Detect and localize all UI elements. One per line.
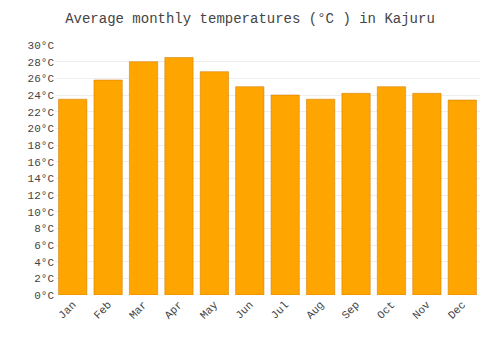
svg-text:22°C: 22°C (28, 107, 55, 119)
svg-text:Apr: Apr (162, 299, 184, 321)
svg-text:6°C: 6°C (34, 240, 54, 252)
svg-text:Jun: Jun (233, 299, 255, 321)
svg-text:28°C: 28°C (28, 57, 55, 69)
svg-text:24°C: 24°C (28, 90, 55, 102)
svg-text:Oct: Oct (375, 299, 397, 321)
svg-text:10°C: 10°C (28, 207, 55, 219)
svg-text:Average monthly temperatures (: Average monthly temperatures (°C ) in Ka… (65, 11, 435, 27)
svg-text:Sep: Sep (340, 299, 362, 321)
svg-text:16°C: 16°C (28, 157, 55, 169)
svg-text:May: May (198, 299, 221, 322)
svg-text:Jul: Jul (269, 299, 291, 321)
svg-text:18°C: 18°C (28, 140, 55, 152)
svg-text:Dec: Dec (446, 299, 468, 321)
svg-text:Feb: Feb (92, 299, 114, 321)
svg-text:12°C: 12°C (28, 190, 55, 202)
svg-text:Aug: Aug (304, 299, 326, 321)
svg-text:14°C: 14°C (28, 173, 55, 185)
svg-text:Mar: Mar (127, 299, 149, 321)
svg-text:26°C: 26°C (28, 73, 55, 85)
svg-text:30°C: 30°C (28, 40, 55, 52)
svg-text:Jan: Jan (56, 299, 78, 321)
svg-text:4°C: 4°C (34, 257, 54, 269)
svg-text:20°C: 20°C (28, 123, 55, 135)
svg-text:2°C: 2°C (34, 273, 54, 285)
svg-text:0°C: 0°C (34, 290, 54, 302)
svg-text:Nov: Nov (410, 299, 433, 322)
svg-text:8°C: 8°C (34, 223, 54, 235)
